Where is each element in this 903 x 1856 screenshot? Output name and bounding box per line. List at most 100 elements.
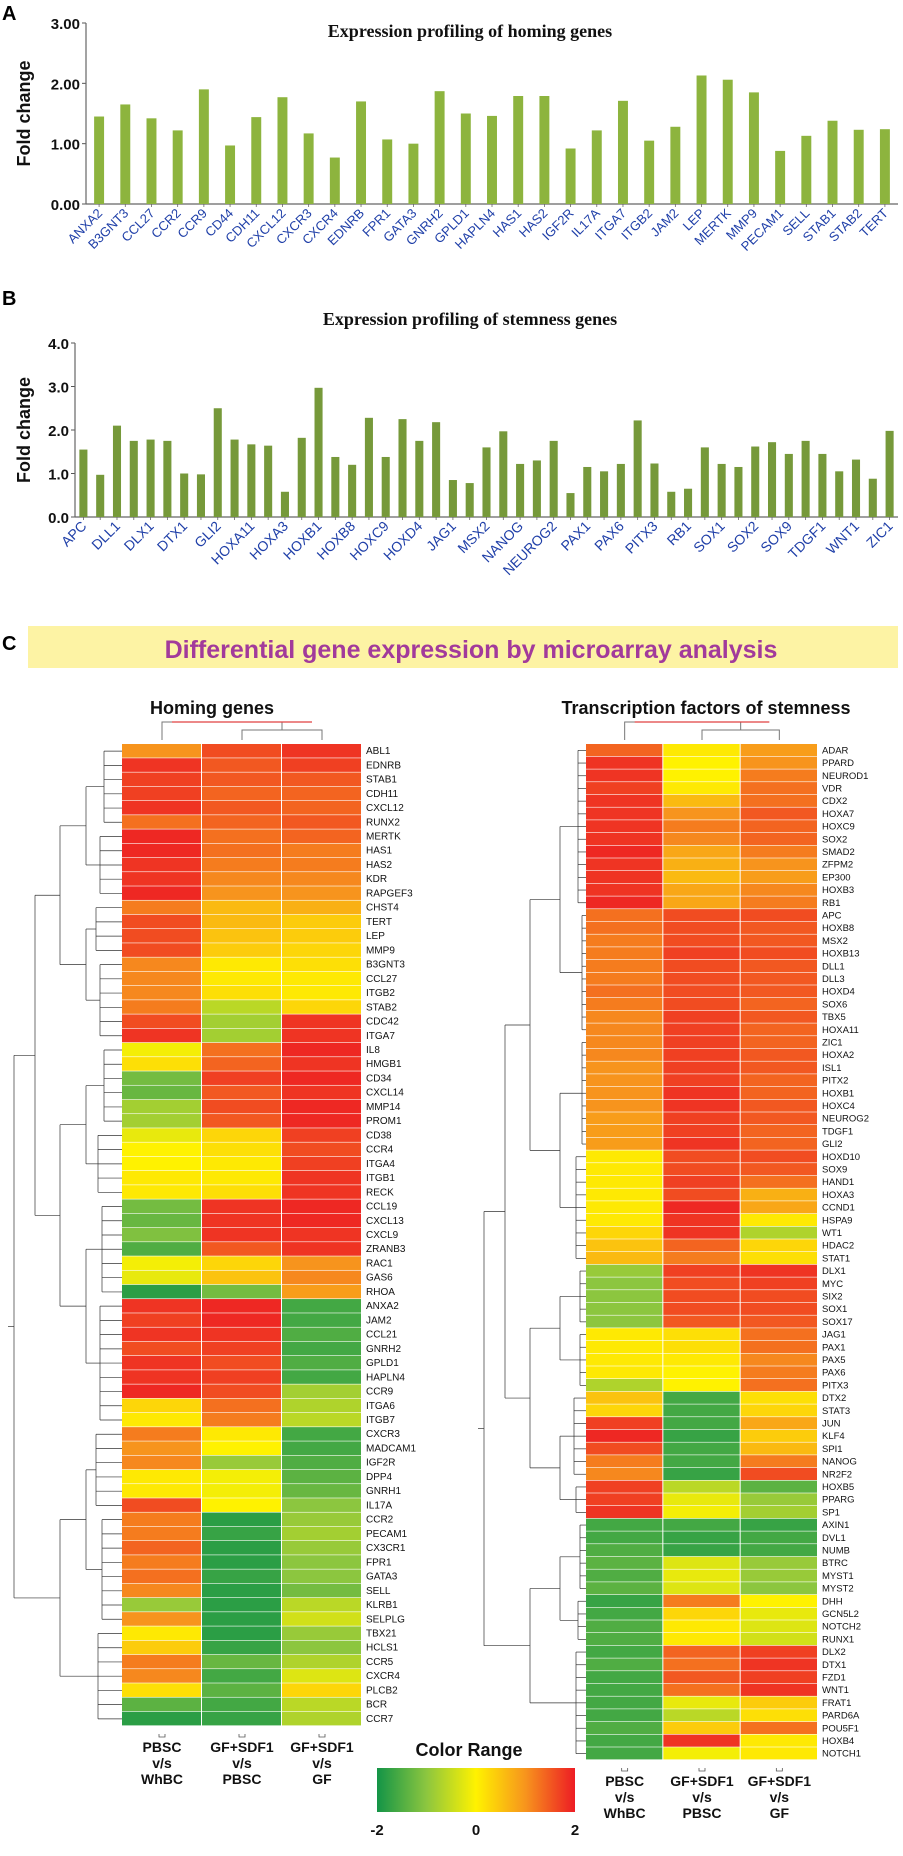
heatmap-cell <box>586 1125 663 1138</box>
row-label: FRAT1 <box>822 1698 851 1709</box>
bar <box>775 150 786 204</box>
x-tick-label: SOX2 <box>724 518 762 556</box>
heatmap-cell <box>586 1620 663 1633</box>
row-label: ADAR <box>822 745 849 756</box>
row-label: ITGB2 <box>366 988 395 999</box>
row-label: SP1 <box>822 1507 840 1518</box>
bar <box>748 92 759 204</box>
heatmap-cell <box>586 769 663 782</box>
heatmap-cell <box>663 1671 740 1684</box>
heatmap-cell <box>282 772 361 787</box>
heatmap-cell <box>663 1404 740 1417</box>
heatmap-cell <box>663 1569 740 1582</box>
heatmap-cell <box>282 1626 361 1641</box>
heatmap-cell <box>282 1299 361 1313</box>
heatmap-homing: Homing genes ABL1 EDNRB STAB1 CDH11 CXCL12 RUN… <box>8 698 416 1787</box>
column-dendrogram <box>701 729 780 740</box>
heatmap-cell <box>282 1071 361 1085</box>
heatmap-cell <box>740 1137 817 1150</box>
heatmap-cell <box>663 782 740 795</box>
row-label: SMAD2 <box>822 847 855 858</box>
heatmap-cell <box>202 1412 281 1427</box>
heatmap-cell <box>740 1252 817 1265</box>
heatmap-cell <box>740 1671 817 1684</box>
heatmap-cell <box>282 1057 361 1071</box>
heatmap-cell <box>663 1328 740 1341</box>
column-dendrogram <box>241 729 323 740</box>
bar <box>198 89 209 204</box>
row-label: MADCAM1 <box>366 1443 416 1454</box>
heatmap-cell <box>122 1028 201 1043</box>
x-tick-label: DTX1 <box>154 518 191 555</box>
heatmap-cell <box>586 1252 663 1265</box>
column-label: v/s <box>770 1789 790 1805</box>
row-label: NR2F2 <box>822 1469 852 1480</box>
heatmap-cell <box>586 1137 663 1150</box>
row-label: PPARG <box>822 1495 855 1506</box>
row-label: HOXA3 <box>822 1190 854 1201</box>
row-label: ITGA4 <box>366 1159 395 1170</box>
bar <box>818 453 827 517</box>
bar <box>565 148 576 204</box>
x-tick-label: PAX1 <box>558 518 594 554</box>
heatmap-cell <box>740 807 817 820</box>
heatmap-cell <box>282 1227 361 1242</box>
heatmap-cell <box>122 1654 201 1669</box>
heatmap-cell <box>663 807 740 820</box>
heatmap-cell <box>122 772 201 787</box>
row-label: PAX5 <box>822 1355 846 1366</box>
heatmap-cell <box>740 1315 817 1328</box>
heatmap-cell <box>586 1582 663 1595</box>
heatmap-cell <box>202 1626 281 1641</box>
heatmap-cell <box>586 744 663 757</box>
row-label: HMGB1 <box>366 1059 402 1070</box>
heatmap-cell <box>663 1048 740 1061</box>
heatmap-cell <box>663 1620 740 1633</box>
bar <box>734 466 743 517</box>
bar <box>801 440 810 517</box>
column-dendrogram <box>624 721 742 740</box>
column-label: GF <box>770 1805 790 1821</box>
row-label: HSPA9 <box>822 1215 852 1226</box>
heatmap-cell <box>202 772 281 787</box>
row-label: HAS2 <box>366 860 393 871</box>
heatmap-cell <box>740 1086 817 1099</box>
row-label: HOXA11 <box>822 1025 859 1036</box>
heatmap-cell <box>122 829 201 844</box>
heatmap-cell <box>663 1721 740 1734</box>
row-label: KLF4 <box>822 1431 845 1442</box>
heatmap-cell <box>586 998 663 1011</box>
heatmap-cell <box>202 900 281 915</box>
heatmap-cell <box>740 1658 817 1671</box>
row-label: NOTCH2 <box>822 1622 861 1633</box>
heatmap-cell <box>586 1429 663 1442</box>
bar <box>129 440 138 517</box>
heatmap-cell <box>740 1226 817 1239</box>
heatmap-cell <box>663 1023 740 1036</box>
heatmap-cell <box>740 1239 817 1252</box>
row-label: MERTK <box>366 832 401 843</box>
bar <box>851 459 861 517</box>
heatmap-cell <box>122 1227 201 1242</box>
heatmap-cell <box>663 1556 740 1569</box>
bar <box>482 447 491 517</box>
row-label: PROM1 <box>366 1116 402 1127</box>
heatmap-cell <box>282 1142 361 1157</box>
heatmap-cell <box>740 1048 817 1061</box>
heatmap-cell <box>122 1142 201 1157</box>
row-label: HDAC2 <box>822 1241 854 1252</box>
colorbar-title: Color Range <box>415 1740 522 1760</box>
row-label: NANOG <box>822 1457 857 1468</box>
heatmap-cell <box>282 1683 361 1697</box>
heatmap-cell <box>282 1042 361 1057</box>
heatmap-cell <box>663 985 740 998</box>
heatmap-cell <box>282 1014 361 1029</box>
heatmap-cell <box>202 1057 281 1071</box>
bar <box>146 439 155 517</box>
heatmap-cell <box>282 1512 361 1527</box>
heatmap-cell <box>202 1270 281 1285</box>
heatmap-cell <box>586 832 663 845</box>
heatmap-cell <box>202 1398 281 1413</box>
heatmap-cell <box>740 934 817 947</box>
heatmap-cell <box>282 943 361 957</box>
